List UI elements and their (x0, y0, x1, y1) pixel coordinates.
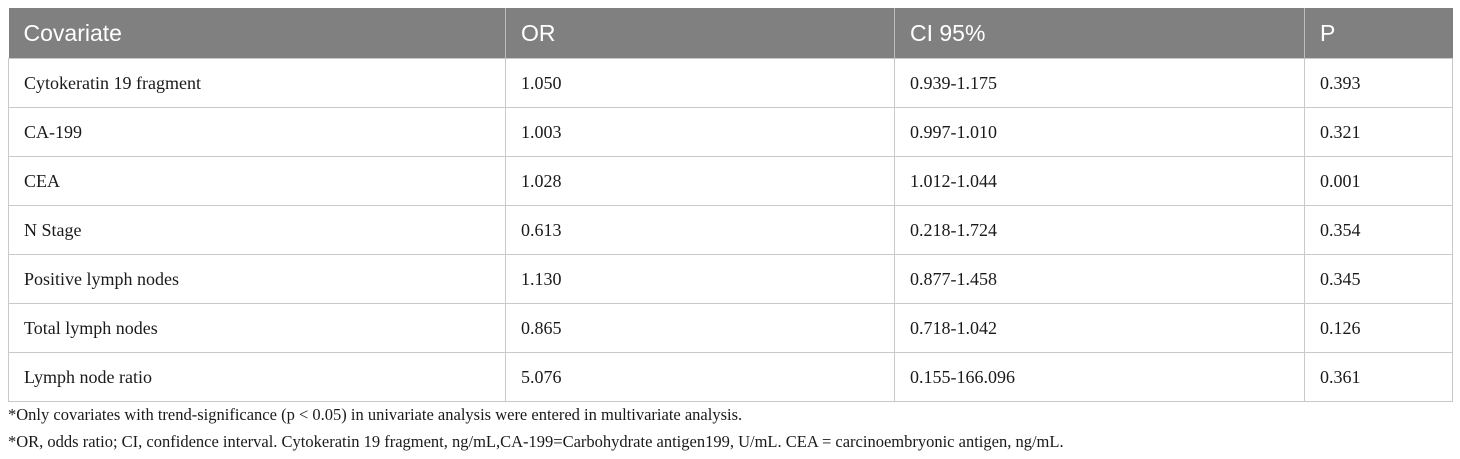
cell-or: 1.050 (505, 58, 895, 108)
cell-or: 0.865 (505, 303, 895, 353)
cell-or: 1.003 (505, 107, 895, 157)
cell-or: 1.130 (505, 254, 895, 304)
table-row: Positive lymph nodes 1.130 0.877-1.458 0… (8, 254, 1453, 304)
cell-ci: 0.718-1.042 (894, 303, 1305, 353)
header-covariate: Covariate (8, 8, 506, 59)
cell-or: 5.076 (505, 352, 895, 402)
cell-ci: 0.877-1.458 (894, 254, 1305, 304)
footnote-significance: *Only covariates with trend-significance… (8, 405, 743, 424)
cell-p: 0.354 (1304, 205, 1453, 255)
cell-ci: 1.012-1.044 (894, 156, 1305, 206)
results-table-container: Covariate OR CI 95% P Cytokeratin 19 fra… (8, 8, 1453, 402)
cell-ci: 0.997-1.010 (894, 107, 1305, 157)
cell-ci: 0.218-1.724 (894, 205, 1305, 255)
cell-covariate: Positive lymph nodes (8, 254, 506, 304)
cell-or: 1.028 (505, 156, 895, 206)
cell-p: 0.126 (1304, 303, 1453, 353)
cell-ci: 0.155-166.096 (894, 352, 1305, 402)
cell-covariate: N Stage (8, 205, 506, 255)
table-header-row: Covariate OR CI 95% P (8, 8, 1453, 59)
header-p: P (1304, 8, 1453, 59)
cell-covariate: CEA (8, 156, 506, 206)
table-row: N Stage 0.613 0.218-1.724 0.354 (8, 205, 1453, 255)
table-row: CEA 1.028 1.012-1.044 0.001 (8, 156, 1453, 206)
footnote-abbreviations: *OR, odds ratio; CI, confidence interval… (8, 432, 1064, 451)
table-row: CA-199 1.003 0.997-1.010 0.321 (8, 107, 1453, 157)
cell-p: 0.345 (1304, 254, 1453, 304)
cell-or: 0.613 (505, 205, 895, 255)
cell-p: 0.321 (1304, 107, 1453, 157)
cell-ci: 0.939-1.175 (894, 58, 1305, 108)
cell-p: 0.393 (1304, 58, 1453, 108)
table-row: Lymph node ratio 5.076 0.155-166.096 0.3… (8, 352, 1453, 402)
cell-covariate: Cytokeratin 19 fragment (8, 58, 506, 108)
cell-covariate: CA-199 (8, 107, 506, 157)
table-row: Total lymph nodes 0.865 0.718-1.042 0.12… (8, 303, 1453, 353)
table-row: Cytokeratin 19 fragment 1.050 0.939-1.17… (8, 58, 1453, 108)
cell-p: 0.361 (1304, 352, 1453, 402)
cell-covariate: Lymph node ratio (8, 352, 506, 402)
cell-p: 0.001 (1304, 156, 1453, 206)
multivariate-results-table: Covariate OR CI 95% P Cytokeratin 19 fra… (8, 8, 1453, 402)
header-or: OR (505, 8, 895, 59)
table-footnotes: *Only covariates with trend-significance… (8, 401, 1452, 455)
header-ci-95: CI 95% (894, 8, 1305, 59)
cell-covariate: Total lymph nodes (8, 303, 506, 353)
